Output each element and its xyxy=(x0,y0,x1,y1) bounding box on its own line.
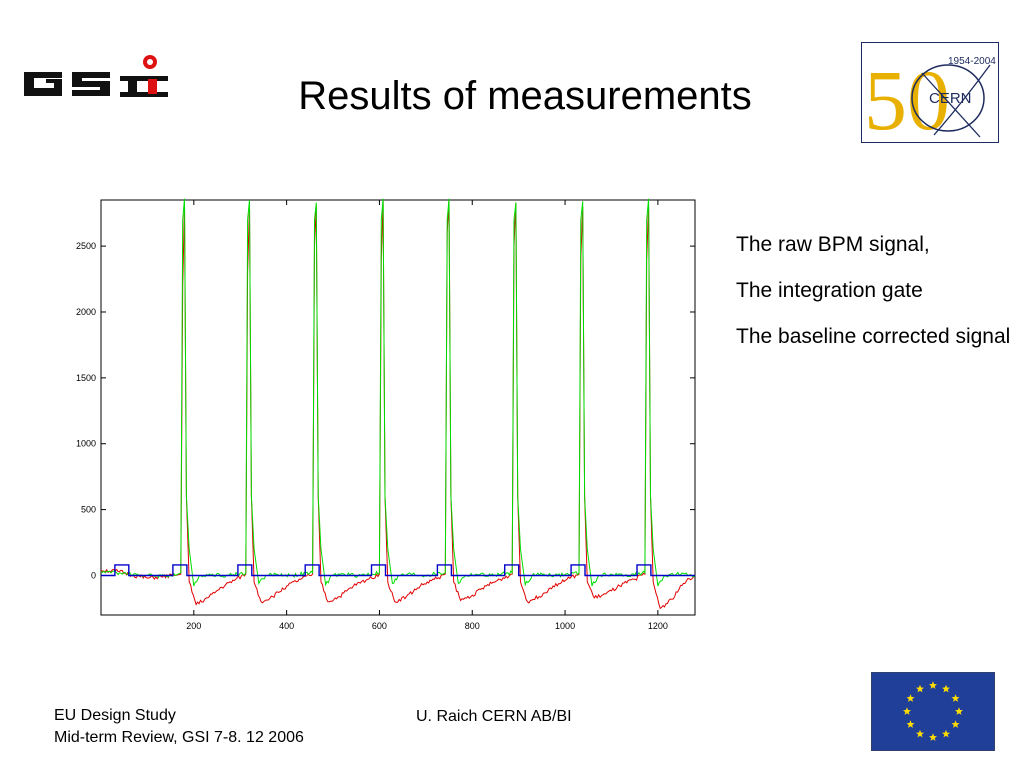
y-tick-label: 1500 xyxy=(76,373,96,383)
cern-fifty-text: 50 xyxy=(864,52,950,142)
text-raw-bpm-signal: The raw BPM signal, xyxy=(736,233,930,256)
slide-title: Results of measurements xyxy=(298,74,752,118)
eu-flag-logo xyxy=(871,672,995,751)
x-tick-label: 1000 xyxy=(555,621,575,631)
series-gate-line xyxy=(101,564,695,577)
eu-star-icon xyxy=(951,694,960,702)
eu-star-icon xyxy=(906,694,915,702)
y-tick-label: 1000 xyxy=(76,439,96,449)
cern-50-logo: 1954-2004 50 CERN xyxy=(861,42,999,148)
footer-project: EU Design Study xyxy=(54,707,176,724)
footer-author: U. Raich CERN AB/BI xyxy=(416,708,572,725)
plot-frame xyxy=(100,199,696,616)
y-tick-label: 2000 xyxy=(76,307,96,317)
cern-name-text: CERN xyxy=(929,90,972,107)
footer-review: Mid-term Review, GSI 7-8. 12 2006 xyxy=(54,729,304,746)
cern-years-text: 1954-2004 xyxy=(948,56,996,67)
y-tick-label: 500 xyxy=(81,505,96,515)
eu-star-icon xyxy=(916,729,924,738)
text-integration-gate: The integration gate xyxy=(736,279,923,302)
footer-left: EU Design Study Mid-term Review, GSI 7-8… xyxy=(54,705,304,749)
x-tick-label: 400 xyxy=(279,621,294,631)
eu-star-icon xyxy=(906,720,915,728)
y-tick-label: 0 xyxy=(91,570,96,580)
text-baseline-corrected-signal: The baseline corrected signal xyxy=(736,325,1011,348)
eu-star-icon xyxy=(942,729,950,738)
eu-star-icon xyxy=(955,707,963,715)
x-tick-label: 200 xyxy=(186,621,201,631)
eu-star-icon xyxy=(929,681,937,689)
eu-star-icon xyxy=(903,707,911,715)
eu-star-icon xyxy=(929,733,937,741)
eu-star-icon xyxy=(942,684,950,693)
eu-star-icon xyxy=(916,684,924,693)
x-tick-label: 600 xyxy=(372,621,387,631)
x-tick-label: 1200 xyxy=(648,621,668,631)
eu-star-icon xyxy=(951,720,960,728)
bpm-signal-chart: 200 400 600 800 1000 1200 0 500 1000 1500 2000 2500 xyxy=(76,198,696,631)
series-raw-line xyxy=(100,199,696,610)
x-tick-label: 800 xyxy=(465,621,480,631)
y-tick-label: 2500 xyxy=(76,241,96,251)
gsi-logo xyxy=(24,55,168,97)
